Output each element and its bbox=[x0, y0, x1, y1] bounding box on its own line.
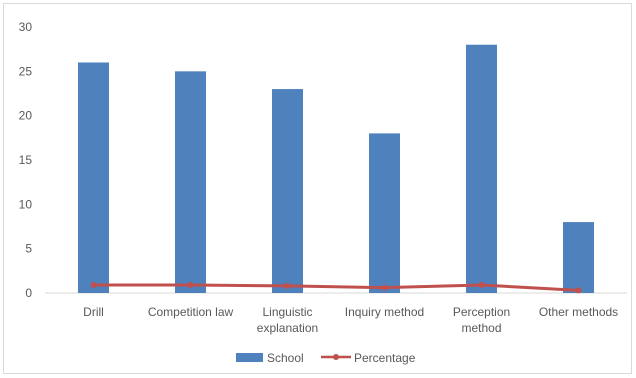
line-series-percentage bbox=[90, 282, 582, 294]
x-tick-label-line: explanation bbox=[257, 321, 318, 335]
legend-label-school: School bbox=[267, 351, 304, 365]
x-tick-label-line: Linguistic bbox=[262, 305, 312, 319]
legend-label-percentage: Percentage bbox=[354, 351, 416, 365]
bar-school-2 bbox=[272, 89, 303, 293]
y-tick-label-25: 25 bbox=[19, 64, 33, 78]
x-tick-label-line: method bbox=[461, 321, 501, 335]
x-tick-label-4: Perception method bbox=[453, 305, 510, 335]
bar-school-5 bbox=[563, 222, 594, 293]
x-tick-label-2: Linguistic explanation bbox=[257, 305, 318, 335]
x-tick-label-line: Perception bbox=[453, 305, 510, 319]
legend-swatch-school bbox=[236, 353, 263, 362]
point-percentage-4 bbox=[478, 282, 485, 289]
bar-school-3 bbox=[369, 133, 400, 293]
x-tick-label-line: Other methods bbox=[539, 305, 618, 319]
x-tick-label-3: Inquiry method bbox=[345, 305, 424, 319]
legend-swatch-percentage-marker bbox=[333, 354, 339, 360]
x-tick-label-line: Competition law bbox=[148, 305, 234, 319]
x-tick-label-1: Competition law bbox=[148, 305, 234, 319]
x-tick-label-line: Drill bbox=[83, 305, 104, 319]
y-tick-label-5: 5 bbox=[25, 242, 32, 256]
line-percentage-path bbox=[93, 283, 579, 292]
x-tick-label-line: Inquiry method bbox=[345, 305, 424, 319]
point-percentage-3 bbox=[381, 284, 388, 291]
y-tick-label-0: 0 bbox=[25, 286, 32, 300]
bar-school-4 bbox=[466, 44, 497, 293]
y-tick-label-20: 20 bbox=[19, 109, 33, 123]
x-axis-labels: Drill Competition law Linguistic explanatio… bbox=[83, 305, 618, 335]
bar-school-0 bbox=[78, 62, 109, 293]
bar-school-1 bbox=[175, 71, 206, 293]
point-percentage-0 bbox=[90, 282, 97, 289]
legend: School Percentage bbox=[236, 351, 416, 365]
y-tick-label-10: 10 bbox=[19, 197, 33, 211]
x-tick-label-0: Drill bbox=[83, 305, 104, 319]
y-axis-ticks: 0 5 10 15 20 25 30 bbox=[19, 20, 33, 300]
point-percentage-5 bbox=[575, 287, 582, 294]
point-percentage-1 bbox=[187, 282, 194, 289]
y-tick-label-15: 15 bbox=[19, 153, 33, 167]
y-tick-label-30: 30 bbox=[19, 20, 33, 34]
x-tick-label-5: Other methods bbox=[539, 305, 618, 319]
point-percentage-2 bbox=[284, 282, 291, 289]
bar-series-school bbox=[78, 44, 594, 293]
